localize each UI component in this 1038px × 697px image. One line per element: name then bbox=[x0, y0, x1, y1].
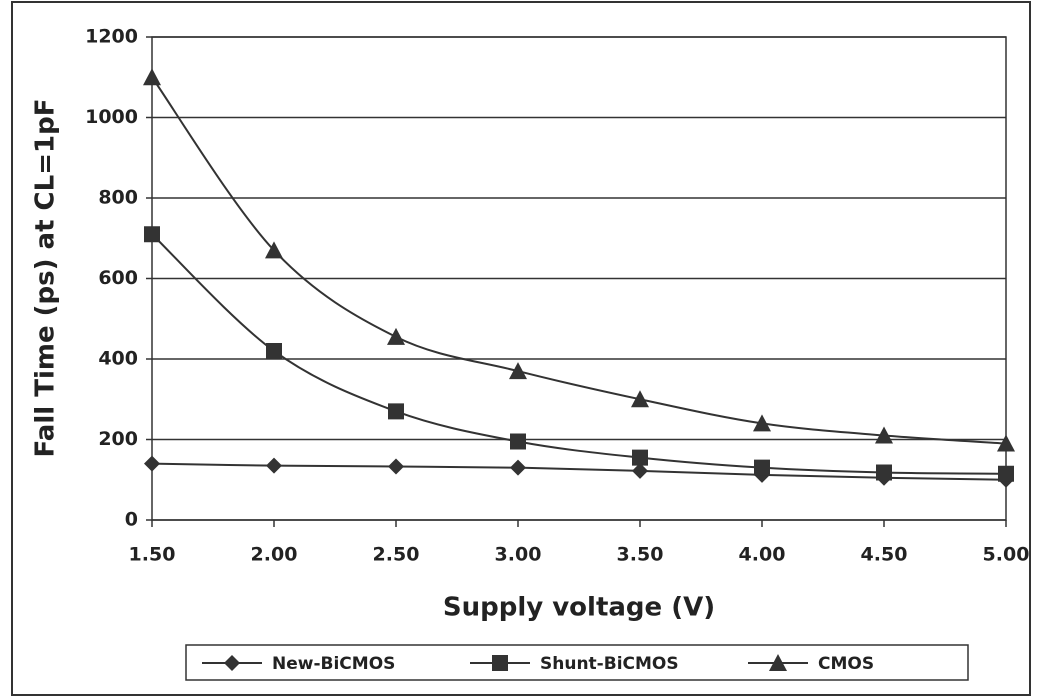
legend-label: CMOS bbox=[818, 654, 874, 674]
y-tick-label: 400 bbox=[98, 348, 138, 370]
y-tick-label: 800 bbox=[98, 187, 138, 209]
marker bbox=[388, 458, 404, 475]
marker bbox=[876, 464, 892, 481]
marker bbox=[144, 455, 160, 472]
x-axis-title: Supply voltage (V) bbox=[443, 593, 715, 623]
y-axis-title: Fall Time (ps) at CL=1pF bbox=[31, 99, 61, 458]
marker bbox=[769, 654, 787, 671]
marker bbox=[875, 426, 893, 444]
x-tick-label: 4.00 bbox=[739, 544, 786, 566]
marker bbox=[224, 655, 240, 671]
marker bbox=[754, 459, 770, 476]
y-tick-label: 0 bbox=[125, 509, 138, 531]
marker bbox=[387, 327, 405, 345]
marker bbox=[144, 226, 160, 243]
x-tick-label: 3.00 bbox=[495, 544, 542, 566]
marker bbox=[265, 241, 283, 259]
marker bbox=[266, 457, 282, 474]
legend-box bbox=[185, 644, 969, 681]
series-line bbox=[151, 462, 1007, 481]
x-tick-label: 5.00 bbox=[983, 544, 1030, 566]
plot-frame bbox=[151, 36, 1007, 521]
marker bbox=[998, 465, 1014, 482]
legend-label: Shunt-BiCMOS bbox=[540, 654, 679, 674]
marker bbox=[997, 434, 1015, 452]
legend-label: New-BiCMOS bbox=[272, 654, 395, 674]
y-tick-label: 1000 bbox=[85, 106, 138, 128]
marker bbox=[492, 655, 508, 671]
marker bbox=[510, 433, 526, 450]
x-tick-label: 1.50 bbox=[129, 544, 176, 566]
x-tick-label: 3.50 bbox=[617, 544, 664, 566]
marker bbox=[632, 462, 648, 479]
x-tick-label: 2.00 bbox=[251, 544, 298, 566]
x-tick-label: 2.50 bbox=[373, 544, 420, 566]
marker bbox=[266, 342, 282, 359]
marker bbox=[509, 362, 527, 380]
chart-frame bbox=[11, 1, 1031, 696]
x-tick-label: 4.50 bbox=[861, 544, 908, 566]
marker bbox=[510, 459, 526, 476]
marker bbox=[632, 449, 648, 466]
marker bbox=[631, 390, 649, 408]
y-tick-label: 600 bbox=[98, 267, 138, 289]
marker bbox=[753, 414, 771, 432]
marker bbox=[388, 403, 404, 420]
y-tick-label: 1200 bbox=[85, 26, 138, 48]
marker bbox=[143, 68, 161, 86]
y-tick-label: 200 bbox=[98, 428, 138, 450]
